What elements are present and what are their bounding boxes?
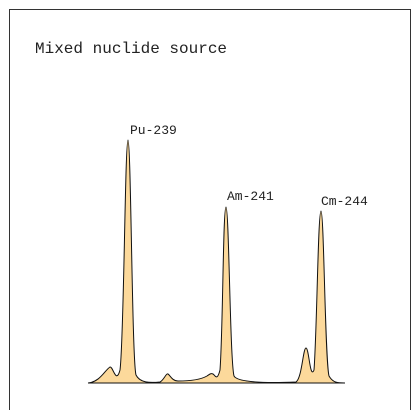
spectrum: [87, 139, 346, 384]
peak-label: Am-241: [227, 189, 274, 204]
frame: [9, 9, 411, 410]
peak-label: Pu-239: [130, 123, 177, 138]
title: Mixed nuclide source: [35, 40, 227, 58]
peak-label: Cm-244: [321, 194, 368, 209]
